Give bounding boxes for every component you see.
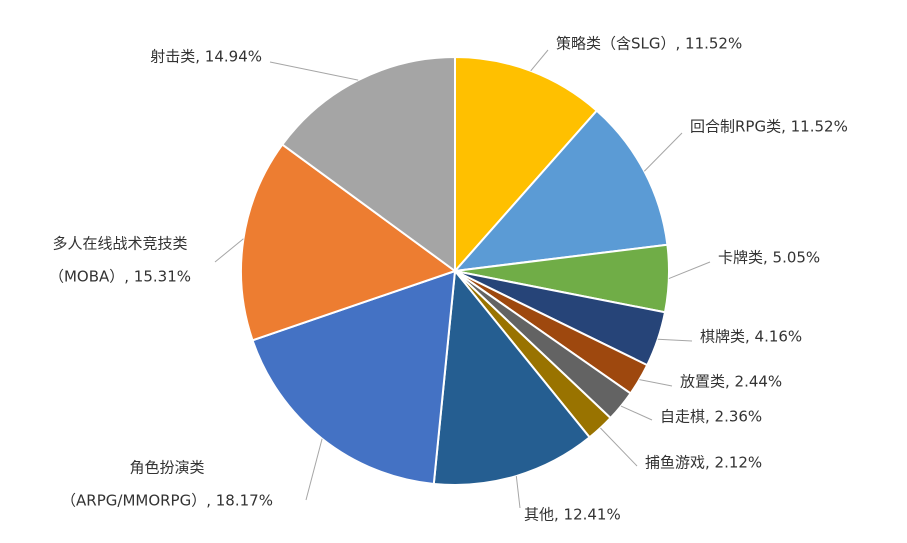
pie-slice — [432, 268, 592, 486]
leader-line — [600, 427, 638, 467]
pie-slice — [452, 109, 669, 273]
leader-line — [643, 132, 683, 172]
pie-slice — [280, 55, 456, 273]
leader-line — [214, 238, 244, 263]
data-label: 回合制RPG类, 11.52% — [690, 118, 848, 136]
leader-line — [668, 261, 711, 280]
data-label: 射击类, 14.94% — [150, 48, 262, 66]
pie-slice — [454, 55, 599, 274]
data-label: 自走棋, 2.36% — [660, 408, 762, 426]
leader-line — [305, 438, 323, 501]
leader-line — [269, 61, 359, 81]
data-label: 其他, 12.41% — [524, 506, 621, 524]
leader-line — [639, 379, 673, 387]
data-label: 角色扮演类 — [129, 459, 204, 477]
leader-line — [530, 49, 549, 72]
pie-slice — [240, 143, 458, 342]
leader-line — [657, 338, 693, 342]
data-label: 卡牌类, 5.05% — [718, 249, 820, 267]
data-label: 放置类, 2.44% — [680, 373, 782, 391]
data-label: 捕鱼游戏, 2.12% — [645, 454, 762, 472]
data-label: 策略类（含SLG）, 11.52% — [556, 35, 742, 53]
pie-slice — [251, 269, 457, 486]
data-label: （ARPG/MMORPG）, 18.17% — [61, 492, 273, 510]
leader-line — [620, 405, 653, 421]
data-label: 棋牌类, 4.16% — [700, 328, 802, 346]
leader-line — [515, 475, 521, 509]
data-label: 多人在线战术竞技类 — [52, 235, 187, 253]
data-label: （MOBA）, 15.31% — [49, 268, 191, 286]
